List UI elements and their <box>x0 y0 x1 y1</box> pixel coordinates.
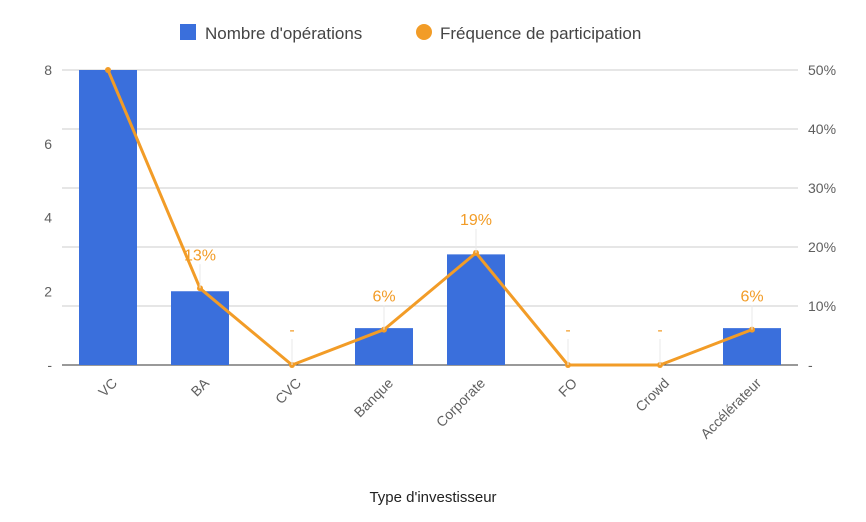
y-axis-left: - 2 4 6 8 <box>44 62 52 373</box>
data-label: 6% <box>740 289 763 306</box>
y-right-tick-label: 40% <box>808 121 836 137</box>
x-axis: VC BA CVC Banque Corporate FO Crowd Accélérateu… <box>95 374 764 441</box>
y-right-tick-label: 30% <box>808 180 836 196</box>
bar <box>79 70 137 365</box>
data-label: 6% <box>372 289 395 306</box>
y-right-tick-label: 50% <box>808 62 836 78</box>
y-right-tick-label: 20% <box>808 239 836 255</box>
series-line <box>106 69 753 367</box>
x-axis-title: Type d'investisseur <box>369 489 496 506</box>
y-left-tick-label: 6 <box>44 136 52 152</box>
line-point <box>105 67 111 73</box>
x-tick-label: Banque <box>351 375 397 421</box>
y-right-tick-label: 10% <box>808 298 836 314</box>
data-labels: 13% - 6% 19% - - 6% <box>184 212 764 365</box>
y-right-tick-label: - <box>808 357 813 373</box>
data-label: 13% <box>184 247 216 264</box>
data-label: - <box>657 322 662 339</box>
legend-label-bar: Nombre d'opérations <box>205 24 362 43</box>
x-tick-label: Accélérateur <box>697 375 764 442</box>
y-left-tick-label: - <box>47 357 52 373</box>
x-tick-label: VC <box>95 375 120 400</box>
bar <box>723 328 781 365</box>
legend-swatch-line <box>416 24 432 40</box>
bar <box>355 328 413 365</box>
legend-swatch-bar <box>180 24 196 40</box>
y-left-tick-label: 4 <box>44 210 52 226</box>
data-label: - <box>289 322 294 339</box>
legend: Nombre d'opérations Fréquence de partici… <box>180 24 641 43</box>
y-axis-right: - 10% 20% 30% 40% 50% <box>808 62 836 373</box>
x-tick-label: BA <box>188 374 213 399</box>
legend-label-line: Fréquence de participation <box>440 24 641 43</box>
x-tick-label: Crowd <box>632 375 672 415</box>
y-left-tick-label: 2 <box>44 283 52 299</box>
x-tick-label: Corporate <box>433 375 488 430</box>
x-tick-label: CVC <box>272 375 304 407</box>
data-label: - <box>565 322 570 339</box>
x-tick-label: FO <box>555 375 580 400</box>
y-left-tick-label: 8 <box>44 62 52 78</box>
bar-series <box>79 70 781 365</box>
bar <box>447 254 505 365</box>
bar <box>171 291 229 365</box>
data-label: 19% <box>460 212 492 229</box>
